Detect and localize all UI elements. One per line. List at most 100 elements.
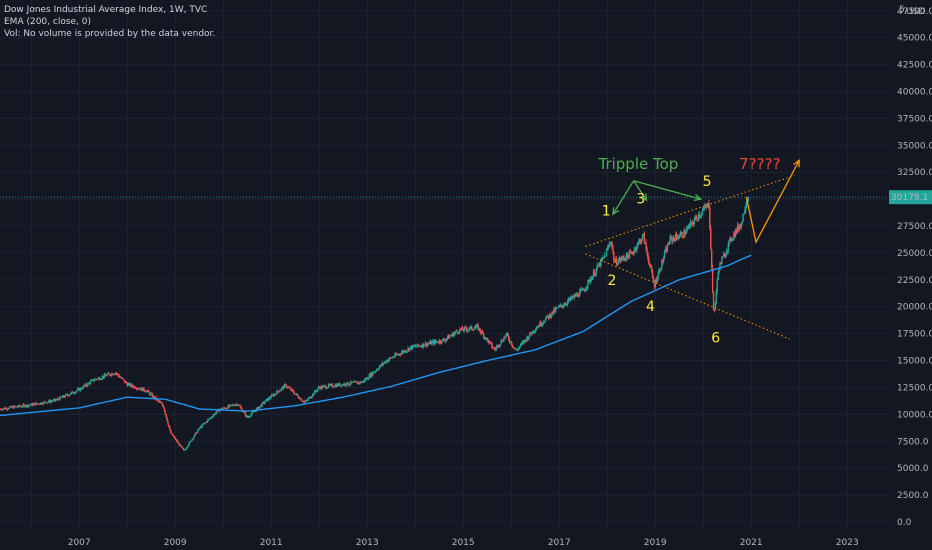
candle-body [162,405,165,408]
candle-body [192,438,194,440]
candle-body [450,335,453,337]
candle-body [572,295,574,298]
candle-body [313,393,315,395]
ema-200-line [0,254,752,417]
candle-body [241,408,243,412]
candle-body [638,239,641,242]
candle-body [684,230,686,235]
candle-body [639,239,642,243]
candle-body [720,262,722,264]
trendlines [585,174,795,340]
candle-body [27,405,30,407]
candle-body [214,413,216,415]
candle-body [198,428,201,429]
candle-body [584,289,586,291]
candle-body [177,442,179,443]
candle-body [506,333,509,336]
candle-body [146,390,149,392]
candle-body [694,216,696,221]
candle-body [280,387,283,390]
legend-ema-line[interactable]: EMA (200, close, 0) [4,17,92,27]
candle-body [33,403,35,404]
candle-body [174,437,177,440]
candle-body [620,258,622,261]
candle-body [321,386,323,388]
candle-body [285,384,287,388]
candle-body [719,262,721,270]
candle-body [492,347,494,349]
candle-body [633,250,635,254]
candle-body [227,405,229,409]
candle-body [419,345,421,347]
candle-body [298,397,300,399]
candle-body [566,301,569,305]
candle-body [413,345,416,347]
candle-body [307,398,310,400]
candle-body [744,209,746,214]
candle-body [61,397,63,399]
candle-body [78,388,81,391]
candle-body [712,292,715,310]
candle-body [444,340,446,342]
candle-body [319,387,322,389]
candle-body [350,381,352,385]
candle-body [143,387,145,391]
candle-body [290,389,293,391]
candle-body [463,327,466,331]
candle-body [138,388,141,390]
candle-body [50,401,53,402]
candle-body [153,395,155,399]
candle-body [161,403,164,406]
candle-body [182,447,184,449]
candle-body [374,371,376,373]
candle-body [360,381,362,383]
candle-body [344,383,346,386]
candle-body [401,351,404,353]
candle-body [414,345,417,347]
candle-body [7,408,10,410]
candle-body [187,445,190,447]
candle-body [696,217,698,220]
candle-body [576,293,578,296]
candle-body [396,354,398,356]
candle-body [518,347,520,350]
candle-body [114,372,117,375]
candle-body [634,247,636,251]
candle-body [554,308,557,312]
candle-body [592,271,595,277]
candle-body [498,345,501,347]
candle-body [345,385,347,387]
candle-body [709,207,711,229]
candle-body [26,404,29,407]
time-axis[interactable]: 2007 2009 2011 2013 2015 2017 2019 2021 2023 [68,538,859,548]
candle-body [118,375,120,378]
candle-body [440,342,442,344]
candle-body [284,384,286,386]
candle-body [731,239,733,241]
candle-body [461,327,464,331]
candle-body [95,379,97,380]
candle-body [48,400,50,402]
candle-body [521,341,524,344]
legend-volume-line[interactable]: Vol: No volume is provided by the data v… [4,29,216,39]
candle-body [338,383,341,386]
candle-body [632,253,634,254]
candle-body [710,228,712,250]
candle-body [9,406,11,408]
candle-body [701,210,704,215]
candle-body [569,296,572,300]
candle-body [390,357,393,359]
candle-body [290,388,292,391]
candle-body [252,411,254,413]
legend-symbol-line[interactable]: Dow Jones Industrial Average Index, 1W, … [4,5,208,15]
candle-body [103,374,106,378]
candle-body [294,394,297,395]
candle-body [240,406,242,409]
candle-body [377,369,380,370]
candle-body [229,404,231,407]
candle-body [570,296,573,299]
candle-body [351,382,354,383]
candle-body [40,402,43,405]
candle-body [526,336,528,341]
